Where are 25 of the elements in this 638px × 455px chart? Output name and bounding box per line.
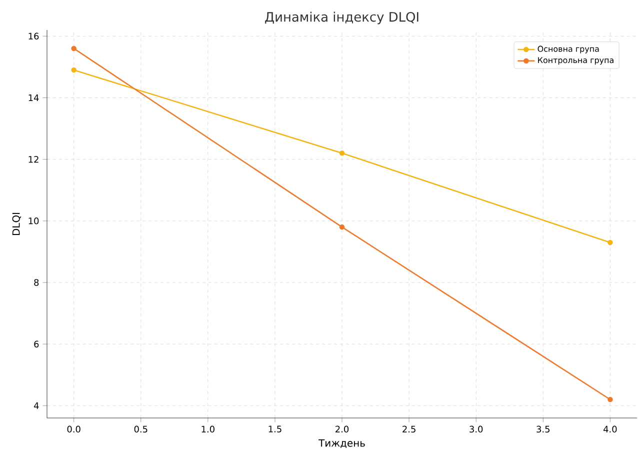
y-tick-label: 6 [34,340,39,348]
x-tick-label: 1.5 [268,426,282,432]
x-tick-label: 0.0 [67,426,80,433]
x-axis-title: Тиждень [318,439,365,448]
x-tick-label: 1.0 [202,426,214,433]
point [608,396,613,402]
point [339,150,345,156]
x-tick-label: 2.5 [402,426,416,433]
y-tick-label: 10 [28,218,39,224]
x-tick-label: 0.5 [134,426,148,433]
x-tick-label: 2.0 [336,426,349,433]
x-tick-label: 4.0 [603,426,617,433]
point [608,240,613,246]
point [71,46,76,52]
point [71,67,76,73]
point [339,224,345,230]
y-tick-label: 12 [28,156,38,163]
y-tick-label: 4 [34,402,39,409]
chart-title: Динаміка індексу DLQI [265,12,418,24]
y-tick-label: 14 [28,94,39,101]
x-tick-label: 3.0 [470,426,483,433]
y-tick-label: 16 [28,32,39,40]
y-axis-title: DLQI [12,212,21,235]
x-tick-label: 3.5 [536,426,550,433]
y-tick-label: 8 [34,279,39,286]
